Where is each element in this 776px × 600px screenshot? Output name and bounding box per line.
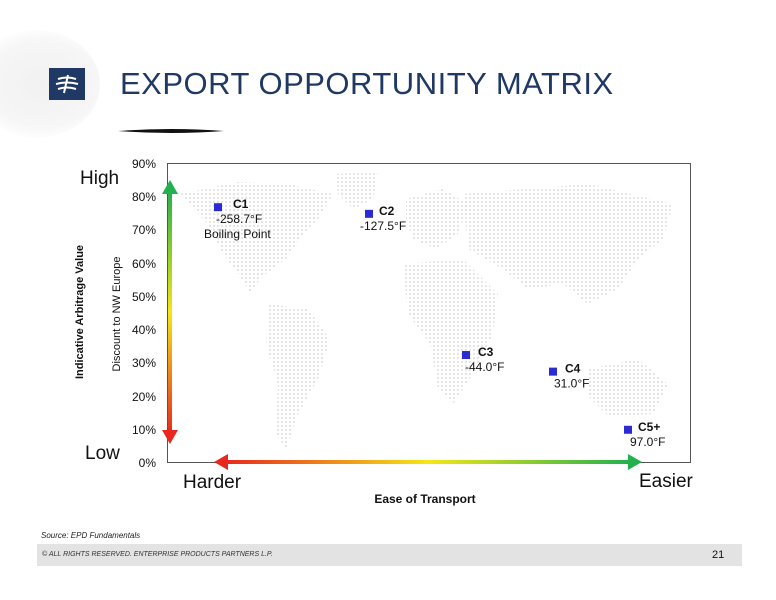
y-tick-label: 90% [131, 157, 156, 171]
data-marker [365, 209, 373, 218]
company-logo-icon [49, 68, 85, 100]
data-point-c5-plus: C5+97.0°F [624, 420, 665, 449]
x-axis-easier-label: Easier [639, 471, 693, 492]
y-tick-label: 80% [131, 190, 156, 205]
vertical-value-arrow [162, 180, 178, 444]
data-point-note: Boiling Point [204, 227, 271, 241]
data-marker [462, 351, 470, 360]
y-axis-high-label: High [80, 168, 120, 189]
data-marker [549, 367, 557, 376]
data-point-label: C1 [233, 197, 249, 211]
data-point-label: C2 [379, 204, 395, 218]
data-marker [624, 425, 632, 434]
data-point-temperature: -127.5°F [360, 219, 406, 233]
x-axis-harder-label: Harder [183, 472, 242, 493]
footer-bar [37, 544, 742, 566]
data-point-label: C3 [478, 345, 494, 359]
x-axis-title: Ease of Transport [374, 492, 476, 506]
data-point-label: C5+ [638, 420, 660, 434]
y-tick-label: 40% [131, 323, 156, 338]
y-tick-label: 50% [131, 289, 156, 304]
page-title: EXPORT OPPORTUNITY MATRIX [120, 66, 614, 101]
y-tick-label: 60% [131, 256, 156, 271]
y-axis-low-label: Low [85, 443, 120, 464]
y-tick-label: 10% [131, 422, 156, 437]
data-marker [214, 203, 222, 212]
y-tick-label: 20% [131, 389, 156, 404]
source-note: Source: EPD Fundamentals [41, 531, 141, 540]
data-point-c2: C2-127.5°F [360, 204, 406, 233]
y-tick-label: 30% [131, 356, 156, 371]
y-tick-label: 70% [131, 223, 156, 238]
y-tick-label: 0% [138, 456, 156, 470]
data-point-c3: C3-44.0°F [462, 345, 504, 374]
data-point-temperature: -44.0°F [465, 360, 504, 374]
data-point-temperature: -258.7°F [216, 212, 262, 226]
page-number: 21 [712, 549, 725, 561]
horizontal-transport-arrow [214, 454, 642, 470]
footer-copyright: © ALL RIGHTS RESERVED. ENTERPRISE PRODUC… [42, 551, 273, 558]
data-point-temperature: 97.0°F [630, 435, 665, 449]
data-point-label: C4 [565, 362, 581, 376]
data-point-temperature: 31.0°F [554, 377, 589, 391]
title-underline [118, 129, 224, 133]
world-map-background [180, 172, 673, 449]
chart-plot-area [167, 163, 691, 463]
